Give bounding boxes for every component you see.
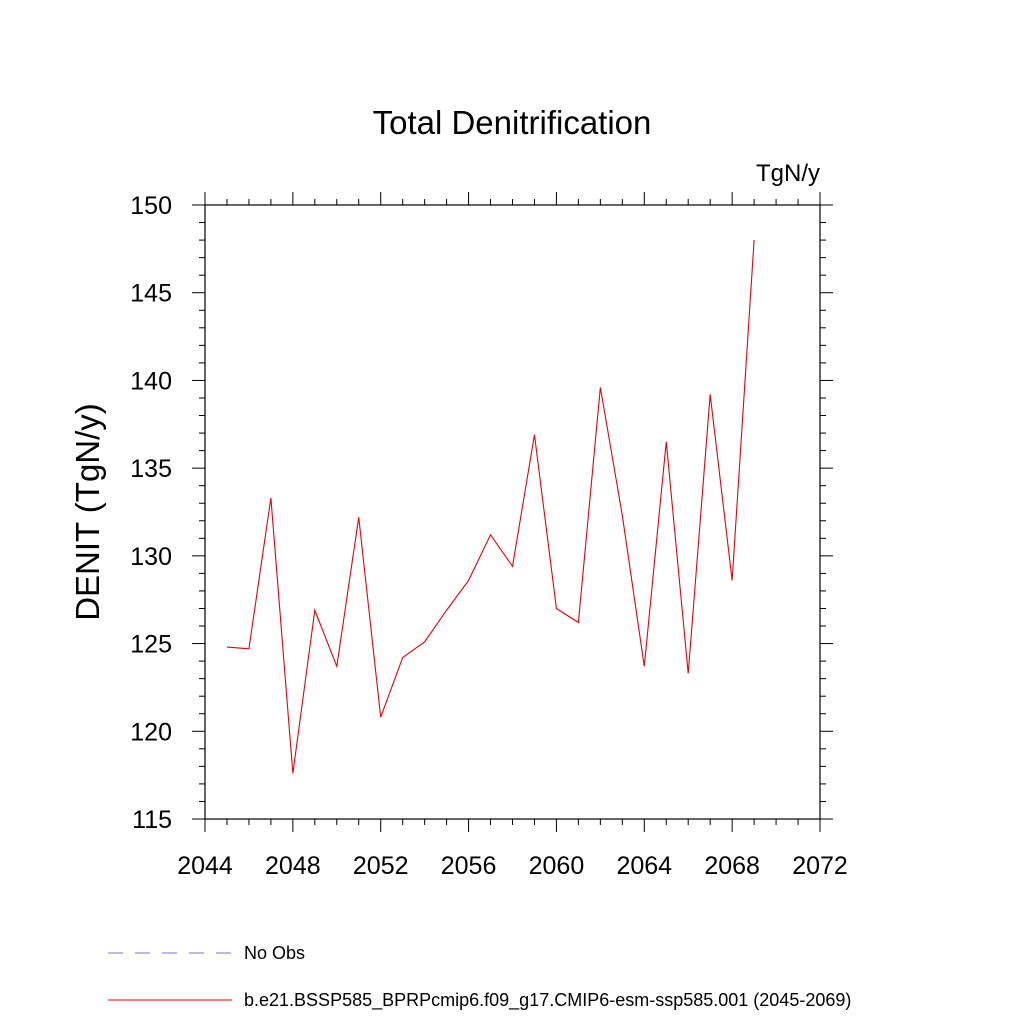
chart-title: Total Denitrification xyxy=(373,104,652,141)
x-tick-label: 2044 xyxy=(177,852,233,880)
data-layer xyxy=(226,240,755,774)
y-tick-label: 140 xyxy=(130,367,172,395)
y-axis-label: DENIT (TgN/y) xyxy=(69,403,106,621)
y-tick-label: 115 xyxy=(132,806,172,834)
x-tick-label: 2052 xyxy=(353,852,409,880)
plot-frame xyxy=(204,204,821,820)
tick-labels: 2044 2048 2052 2056 2060 2064 2068 2072 115 120 12… xyxy=(130,192,848,880)
series-line xyxy=(226,240,755,774)
x-tick-label: 2064 xyxy=(616,852,672,880)
x-tick-label: 2048 xyxy=(265,852,321,880)
y-tick-label: 145 xyxy=(130,280,172,308)
y-tick-label: 135 xyxy=(130,455,172,483)
y-tick-label: 125 xyxy=(130,631,172,659)
y-tick-label: 120 xyxy=(130,718,172,746)
x-tick-label: 2056 xyxy=(441,852,497,880)
axis-ticks xyxy=(192,192,833,832)
y-tick-label: 130 xyxy=(130,543,172,571)
legend-label: No Obs xyxy=(244,943,305,963)
units-label: TgN/y xyxy=(756,160,820,187)
y-tick-label: 150 xyxy=(130,192,172,220)
x-tick-label: 2068 xyxy=(704,852,760,880)
legend-label: b.e21.BSSP585_BPRPcmip6.f09_g17.CMIP6-es… xyxy=(244,990,851,1011)
legend: No Obs b.e21.BSSP585_BPRPcmip6.f09_g17.CM… xyxy=(108,943,851,1011)
x-tick-label: 2060 xyxy=(529,852,585,880)
x-tick-label: 2072 xyxy=(792,852,848,880)
